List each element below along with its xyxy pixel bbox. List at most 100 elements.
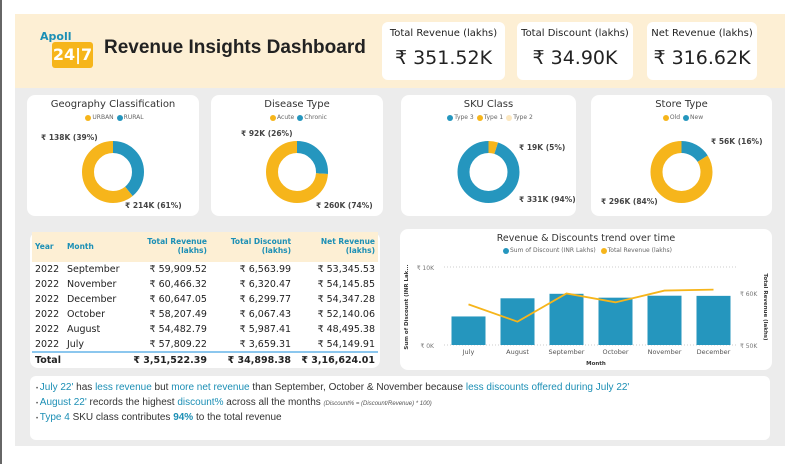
- table-cell: ₹ 58,207.49: [149, 309, 207, 320]
- legend-dot: [662, 114, 669, 121]
- table-cell: 2022: [35, 279, 60, 290]
- bar-october: [598, 297, 633, 345]
- donut-slice: [266, 141, 328, 203]
- table-cell: ₹ 54,482.79: [149, 324, 207, 335]
- bar-december: [696, 295, 731, 345]
- insight-text: across all the months: [223, 397, 324, 408]
- insight-text: but: [151, 382, 172, 393]
- kpi-value: ₹ 316.62K: [653, 47, 751, 69]
- column-header[interactable]: Month: [63, 232, 123, 262]
- donut-legend: URBAN RURAL: [27, 114, 199, 121]
- kpi-label: Total Discount (lakhs): [521, 28, 629, 39]
- x-tick-label: September: [549, 348, 585, 356]
- column-header[interactable]: Net Revenue (lakhs): [294, 232, 378, 262]
- table-cell: ₹ 48,495.38: [317, 324, 375, 335]
- legend-label: Chronic: [304, 114, 327, 121]
- insight-text: has: [73, 382, 96, 393]
- x-tick-label: November: [648, 348, 682, 356]
- total-row: Total ₹ 3,51,522.39 ₹ 34,898.38 ₹ 3,16,624.…: [32, 351, 378, 367]
- legend-dot: [600, 247, 607, 254]
- insight-text: less discounts offered during July 22': [465, 382, 630, 393]
- table-cell: ₹ 60,466.32: [149, 279, 207, 290]
- table-cell: ₹ 3,51,522.39: [122, 351, 210, 367]
- table-cell: August: [66, 324, 101, 335]
- donut-data-label: ₹ 56K (16%): [711, 137, 763, 146]
- table-row: 2022 September ₹ 59,909.52 ₹ 6,563.99 ₹ 53,3…: [32, 262, 378, 277]
- legend-label: Type 3: [454, 114, 474, 121]
- table-cell: October: [66, 309, 105, 320]
- table-row: 2022 July ₹ 57,809.22 ₹ 3,659.31 ₹ 54,149.91: [32, 337, 378, 352]
- legend-label: Total Revenue (lakhs): [607, 247, 673, 254]
- table-cell: ₹ 59,909.52: [149, 264, 207, 275]
- insight-text: SKU class contributes: [69, 412, 174, 423]
- kpi-total-discount: Total Discount (lakhs) ₹ 34.90K: [517, 22, 633, 80]
- table-row: 2022 October ₹ 58,207.49 ₹ 6,067.43 ₹ 52,140…: [32, 307, 378, 322]
- kpi-label: Total Revenue (lakhs): [389, 28, 498, 39]
- table-cell: November: [66, 279, 117, 290]
- donut-chart: [82, 141, 144, 203]
- table-cell: ₹ 60,647.05: [149, 294, 207, 305]
- bullet: •: [36, 401, 40, 407]
- table-row: 2022 December ₹ 60,647.05 ₹ 6,299.77 ₹ 54,34…: [32, 292, 378, 307]
- donut-data-label: ₹ 260K (74%): [316, 201, 373, 210]
- legend-label: Sum of Discount (INR Lakhs): [509, 247, 596, 254]
- legend-dot: [506, 114, 513, 121]
- table-cell: 2022: [35, 264, 60, 275]
- table-cell: ₹ 5,987.41: [239, 324, 292, 335]
- donut-card-store-type: Store Type Old New ₹ 56K (16%) ₹ 296K (84%): [591, 95, 772, 216]
- x-tick-label: August: [506, 348, 529, 356]
- insight-text: July 22': [39, 382, 74, 393]
- table-cell: September: [66, 264, 120, 275]
- legend-label: Type 2: [513, 114, 533, 121]
- insight-text: to the total revenue: [193, 412, 282, 423]
- donut-data-label: ₹ 214K (61%): [125, 201, 182, 210]
- logo-text: Apoll: [40, 30, 72, 43]
- insight-text: 94%: [173, 412, 194, 423]
- insight-line: • August 22' records the highest discoun…: [36, 396, 764, 411]
- y2-axis-label: Total Revenue (lakhs): [762, 273, 768, 341]
- x-axis-label: Month: [586, 361, 606, 367]
- table-row: 2022 November ₹ 60,466.32 ₹ 6,320.47 ₹ 54,14…: [32, 277, 378, 292]
- window-edge: [0, 0, 2, 464]
- table-cell: ₹ 54,145.85: [317, 279, 375, 290]
- kpi-value: ₹ 351.52K: [394, 47, 493, 69]
- insight-text: Type 4: [39, 412, 70, 423]
- insight-text: (Discount% = (Discount/Revenue) * 100): [323, 401, 432, 407]
- legend-dot: [683, 114, 690, 121]
- insight-text: less revenue: [95, 382, 152, 393]
- legend-label: Type 1: [483, 114, 504, 121]
- kpi-total-revenue: Total Revenue (lakhs) ₹ 351.52K: [382, 22, 505, 80]
- donut-data-label: ₹ 296K (84%): [601, 197, 658, 206]
- insight-line: • July 22' has less revenue but more net…: [36, 381, 764, 396]
- donut-card-geography-classification: Geography Classification URBAN RURAL ₹ 138K…: [27, 95, 199, 216]
- bar-july: [451, 316, 486, 345]
- table-row: 2022 August ₹ 54,482.79 ₹ 5,987.41 ₹ 48,495.…: [32, 322, 378, 337]
- y2-tick-label: ₹ 50K: [740, 343, 758, 350]
- table-cell: ₹ 6,299.77: [239, 294, 292, 305]
- y-tick-label: ₹ 10K: [417, 265, 435, 272]
- table-cell: 2022: [35, 338, 60, 350]
- column-header[interactable]: Year: [32, 232, 64, 262]
- table-cell: ₹ 52,140.06: [317, 309, 375, 320]
- bar-september: [549, 293, 584, 345]
- table-cell: ₹ 53,345.53: [317, 264, 375, 275]
- column-header[interactable]: Total Discount (lakhs): [209, 232, 295, 262]
- donut-legend: Type 3 Type 1 Type 2: [401, 114, 576, 121]
- table-cell: ₹ 34,898.38: [209, 351, 295, 367]
- kpi-label: Net Revenue (lakhs): [651, 28, 753, 39]
- table-cell: 2022: [35, 309, 60, 320]
- kpi-net-revenue: Net Revenue (lakhs) ₹ 316.62K: [647, 22, 757, 80]
- insight-text: than September, October & November becau…: [249, 382, 466, 393]
- column-header[interactable]: Total Revenue (lakhs): [122, 232, 210, 262]
- y2-tick-label: ₹ 60K: [740, 291, 758, 298]
- donut-chart: [457, 141, 520, 203]
- legend-label: Old: [669, 114, 681, 121]
- table-cell: 2022: [35, 324, 60, 335]
- revenue-table: Year Month Total Revenue (lakhs) Total Disc…: [30, 232, 380, 368]
- table-cell: ₹ 54,149.91: [317, 338, 375, 350]
- bullet: •: [36, 416, 40, 422]
- chart-legend: Sum of Discount (INR Lakhs) Total Revenu…: [400, 247, 772, 254]
- donut-slice: [82, 141, 144, 203]
- donut-title: Disease Type: [264, 99, 330, 110]
- donut-title: SKU Class: [463, 99, 514, 110]
